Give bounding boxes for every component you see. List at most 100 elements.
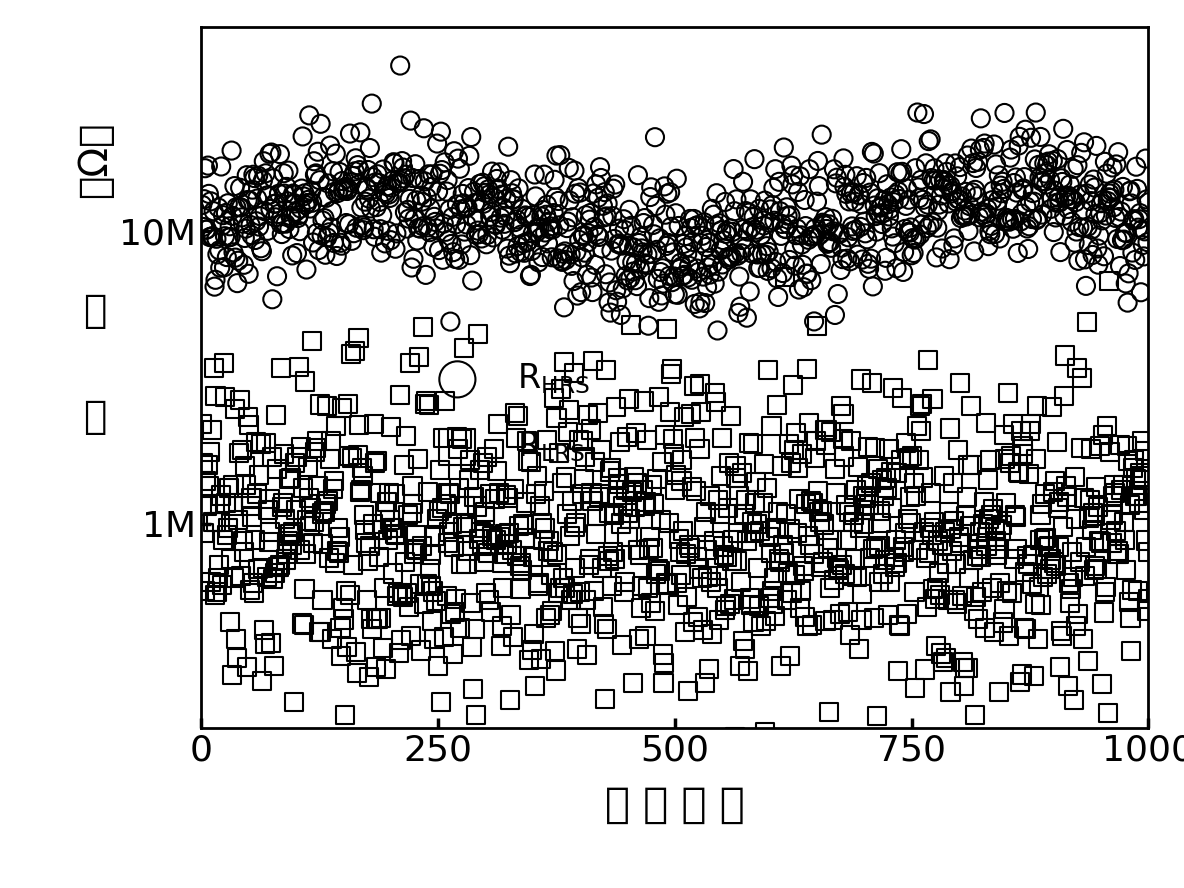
R$_\mathregular{HRS}$	[1115, 226, 1134, 240]
R$_\mathregular{HRS}$	[779, 218, 798, 232]
R$_\mathregular{HRS}$	[828, 170, 847, 185]
R$_\mathregular{HRS}$	[534, 203, 553, 218]
R$_\mathregular{HRS}$	[444, 245, 463, 259]
R$_\mathregular{HRS}$	[972, 204, 991, 218]
R$_\mathregular{HRS}$	[348, 158, 367, 172]
R$_\mathregular{HRS}$	[1132, 222, 1151, 236]
R$_\mathregular{LRS}$	[677, 547, 696, 561]
R$_\mathregular{HRS}$	[881, 202, 900, 217]
R$_\mathregular{LRS}$	[632, 579, 651, 593]
R$_\mathregular{HRS}$	[583, 271, 601, 285]
R$_\mathregular{LRS}$	[875, 489, 894, 503]
R$_\mathregular{HRS}$	[407, 194, 426, 208]
R$_\mathregular{HRS}$	[758, 264, 777, 278]
R$_\mathregular{LRS}$	[491, 638, 510, 653]
R$_\mathregular{HRS}$	[734, 222, 753, 236]
R$_\mathregular{LRS}$	[541, 567, 560, 582]
R$_\mathregular{LRS}$	[301, 519, 320, 533]
R$_\mathregular{LRS}$	[551, 581, 570, 595]
R$_\mathregular{LRS}$	[1087, 480, 1106, 495]
R$_\mathregular{HRS}$	[260, 147, 279, 161]
R$_\mathregular{HRS}$	[578, 267, 597, 281]
R$_\mathregular{HRS}$	[208, 247, 227, 261]
R$_\mathregular{HRS}$	[940, 252, 959, 266]
R$_\mathregular{HRS}$	[487, 218, 506, 232]
R$_\mathregular{LRS}$	[585, 584, 604, 599]
R$_\mathregular{HRS}$	[729, 305, 748, 320]
R$_\mathregular{LRS}$	[852, 613, 871, 627]
R$_\mathregular{HRS}$	[276, 217, 295, 231]
R$_\mathregular{HRS}$	[976, 137, 995, 151]
R$_\mathregular{HRS}$	[1119, 266, 1138, 281]
R$_\mathregular{LRS}$	[558, 507, 577, 521]
R$_\mathregular{HRS}$	[455, 225, 474, 239]
R$_\mathregular{HRS}$	[723, 225, 742, 239]
R$_\mathregular{HRS}$	[1048, 152, 1067, 166]
R$_\mathregular{HRS}$	[1036, 166, 1055, 180]
R$_\mathregular{LRS}$	[513, 563, 532, 577]
R$_\mathregular{LRS}$	[490, 530, 509, 544]
R$_\mathregular{HRS}$	[327, 249, 346, 263]
R$_\mathregular{LRS}$	[777, 507, 796, 521]
R$_\mathregular{HRS}$	[630, 236, 649, 250]
R$_\mathregular{LRS}$	[279, 535, 298, 549]
X-axis label: 循 环 次 数: 循 环 次 数	[605, 784, 745, 826]
R$_\mathregular{HRS}$	[573, 229, 592, 243]
R$_\mathregular{LRS}$	[287, 503, 305, 517]
R$_\mathregular{HRS}$	[329, 183, 348, 197]
R$_\mathregular{LRS}$	[974, 495, 993, 509]
R$_\mathregular{LRS}$	[1099, 274, 1118, 289]
R$_\mathregular{LRS}$	[594, 617, 613, 631]
R$_\mathregular{HRS}$	[575, 246, 594, 260]
R$_\mathregular{HRS}$	[497, 242, 516, 256]
R$_\mathregular{LRS}$	[511, 582, 530, 596]
R$_\mathregular{HRS}$	[588, 191, 607, 205]
R$_\mathregular{HRS}$	[909, 191, 928, 205]
R$_\mathregular{LRS}$	[526, 487, 545, 501]
R$_\mathregular{LRS}$	[857, 480, 876, 494]
R$_\mathregular{LRS}$	[862, 376, 881, 390]
R$_\mathregular{LRS}$	[759, 529, 778, 543]
R$_\mathregular{LRS}$	[985, 625, 1004, 639]
R$_\mathregular{LRS}$	[313, 593, 332, 607]
R$_\mathregular{LRS}$	[379, 486, 398, 500]
R$_\mathregular{LRS}$	[882, 501, 901, 515]
R$_\mathregular{LRS}$	[334, 600, 353, 614]
R$_\mathregular{HRS}$	[942, 184, 961, 198]
R$_\mathregular{HRS}$	[905, 233, 924, 247]
R$_\mathregular{LRS}$	[721, 409, 740, 424]
R$_\mathregular{LRS}$	[753, 771, 772, 785]
R$_\mathregular{HRS}$	[1023, 212, 1042, 226]
R$_\mathregular{HRS}$	[834, 252, 852, 266]
R$_\mathregular{LRS}$	[520, 653, 539, 667]
R$_\mathregular{HRS}$	[255, 155, 274, 169]
R$_\mathregular{LRS}$	[727, 471, 746, 485]
R$_\mathregular{HRS}$	[554, 300, 573, 314]
R$_\mathregular{LRS}$	[823, 533, 842, 547]
R$_\mathregular{LRS}$	[514, 517, 533, 531]
R$_\mathregular{LRS}$	[1028, 399, 1047, 413]
R$_\mathregular{LRS}$	[298, 513, 317, 527]
R$_\mathregular{LRS}$	[1098, 418, 1117, 432]
R$_\mathregular{HRS}$	[379, 187, 398, 202]
R$_\mathregular{HRS}$	[663, 275, 682, 289]
R$_\mathregular{HRS}$	[1080, 178, 1099, 192]
R$_\mathregular{LRS}$	[835, 449, 854, 464]
R$_\mathregular{LRS}$	[720, 456, 739, 471]
R$_\mathregular{HRS}$	[543, 222, 562, 236]
R$_\mathregular{LRS}$	[807, 319, 826, 333]
R$_\mathregular{LRS}$	[379, 533, 398, 547]
R$_\mathregular{HRS}$	[1114, 233, 1133, 247]
R$_\mathregular{LRS}$	[620, 511, 639, 526]
R$_\mathregular{LRS}$	[1032, 496, 1051, 511]
R$_\mathregular{LRS}$	[998, 584, 1017, 599]
R$_\mathregular{LRS}$	[761, 546, 780, 560]
R$_\mathregular{HRS}$	[774, 140, 793, 155]
R$_\mathregular{HRS}$	[807, 194, 826, 209]
R$_\mathregular{HRS}$	[398, 221, 417, 235]
R$_\mathregular{LRS}$	[372, 611, 391, 625]
R$_\mathregular{LRS}$	[265, 567, 284, 581]
R$_\mathregular{HRS}$	[1057, 143, 1076, 157]
R$_\mathregular{HRS}$	[964, 156, 983, 170]
R$_\mathregular{LRS}$	[1130, 496, 1148, 510]
